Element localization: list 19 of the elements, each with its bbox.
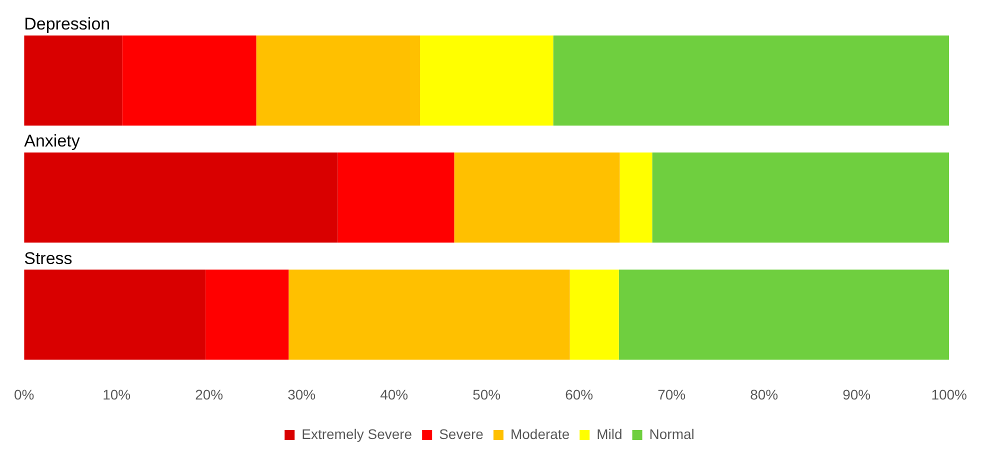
x-tick-label: 0% bbox=[14, 386, 34, 402]
x-tick-label: 20% bbox=[195, 386, 224, 402]
legend-label: Severe bbox=[439, 426, 484, 442]
legend-label: Extremely Severe bbox=[302, 426, 412, 442]
x-tick-label: 80% bbox=[750, 386, 778, 402]
legend-label: Moderate bbox=[510, 426, 570, 442]
x-tick-label: 100% bbox=[931, 386, 968, 402]
x-tick-label: 70% bbox=[658, 386, 686, 402]
x-tick-label: 90% bbox=[842, 386, 871, 402]
x-tick-label: 40% bbox=[380, 386, 408, 402]
legend-label: Mild bbox=[596, 426, 622, 442]
x-tick-label: 50% bbox=[472, 386, 501, 402]
y-tick-label: Stress bbox=[24, 248, 72, 268]
y-tick-label: Depression bbox=[24, 14, 110, 34]
y-tick-label: Anxiety bbox=[24, 132, 80, 151]
x-tick-label: 60% bbox=[565, 386, 594, 402]
legend-label: Normal bbox=[649, 426, 694, 442]
x-tick-label: 30% bbox=[288, 386, 316, 402]
x-tick-label: 10% bbox=[102, 386, 131, 402]
